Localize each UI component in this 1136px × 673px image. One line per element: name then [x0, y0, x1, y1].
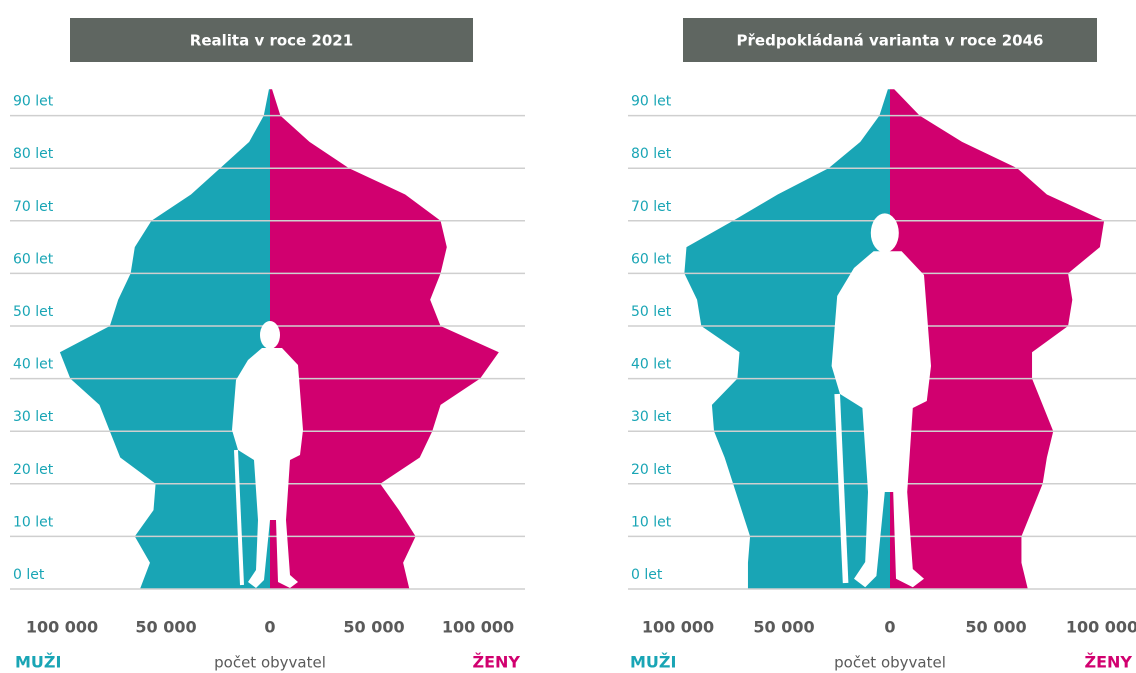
y-tick-label: 30 let — [631, 409, 672, 425]
x-tick-label: 100 000 — [642, 618, 714, 637]
x-axis-label: počet obyvatel — [214, 654, 326, 672]
chart-title: Realita v roce 2021 — [190, 32, 353, 50]
legend-label: ŽENY — [472, 653, 520, 672]
x-tick-label: 50 000 — [753, 618, 814, 637]
x-tick-label: 100 000 — [1066, 618, 1136, 637]
y-tick-label: 60 let — [13, 251, 54, 267]
y-tick-label: 10 let — [631, 514, 672, 530]
population-area — [59, 89, 270, 590]
population-area — [890, 89, 1105, 590]
y-tick-label: 0 let — [13, 567, 45, 583]
x-axis-label: počet obyvatel — [834, 654, 946, 672]
y-tick-label: 20 let — [13, 462, 54, 478]
y-tick-label: 40 let — [631, 357, 672, 373]
y-tick-label: 70 let — [631, 199, 672, 215]
x-tick-label: 50 000 — [135, 618, 196, 637]
legend-label: MUŽI — [630, 653, 676, 672]
y-tick-label: 50 let — [631, 304, 672, 320]
y-tick-label: 80 let — [631, 146, 672, 162]
legend-label: MUŽI — [15, 653, 61, 672]
y-tick-label: 90 let — [13, 94, 54, 110]
x-tick-label: 50 000 — [965, 618, 1026, 637]
title-box — [70, 18, 473, 62]
legend-label: ŽENY — [1084, 653, 1132, 672]
y-tick-label: 0 let — [631, 567, 663, 583]
x-tick-label: 100 000 — [26, 618, 98, 637]
y-tick-label: 90 let — [631, 94, 672, 110]
title-box — [683, 18, 1097, 62]
areas — [59, 89, 1105, 590]
y-tick-label: 80 let — [13, 146, 54, 162]
x-tick-label: 50 000 — [343, 618, 404, 637]
y-tick-label: 60 let — [631, 251, 672, 267]
y-tick-label: 10 let — [13, 514, 54, 530]
y-tick-label: 50 let — [13, 304, 54, 320]
y-tick-label: 70 let — [13, 199, 54, 215]
x-tick-label: 100 000 — [442, 618, 514, 637]
x-tick-label: 0 — [884, 618, 895, 637]
labels: Realita v roce 2021 0 let 10 let 20 let 30 l… — [13, 18, 1136, 672]
y-tick-label: 40 let — [13, 357, 54, 373]
population-area — [270, 89, 499, 590]
y-tick-label: 30 let — [13, 409, 54, 425]
chart-title: Předpokládaná varianta v roce 2046 — [737, 32, 1044, 50]
y-tick-label: 20 let — [631, 462, 672, 478]
x-tick-label: 0 — [264, 618, 275, 637]
